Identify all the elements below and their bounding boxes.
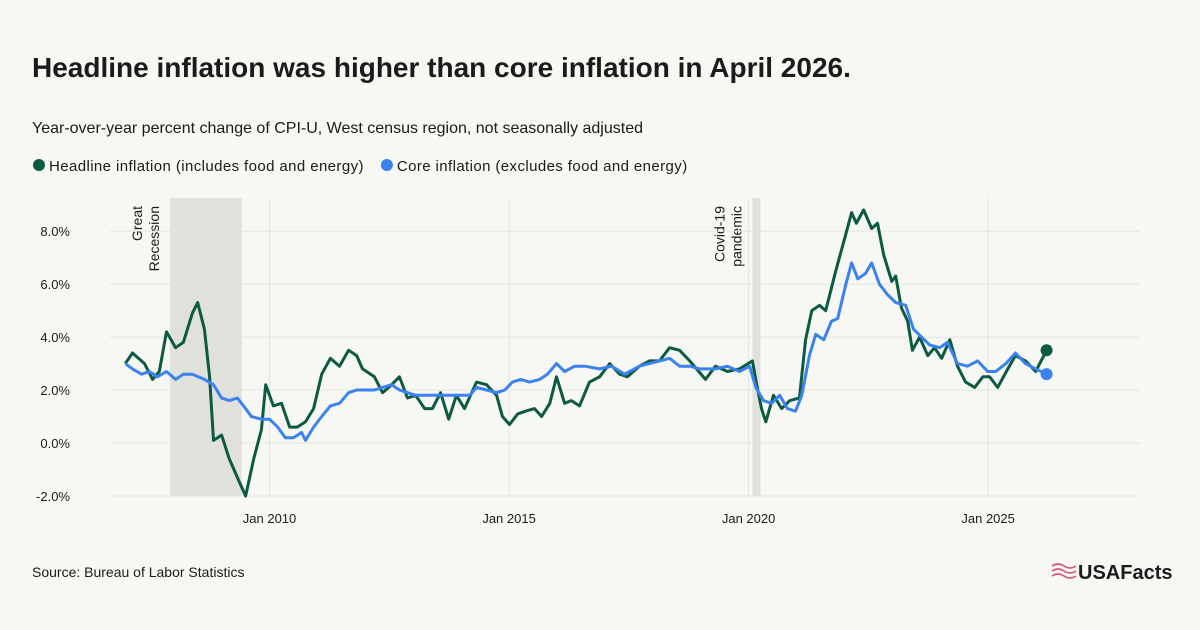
y-tick-label: 6.0% — [40, 277, 70, 292]
chart-subtitle: Year-over-year percent change of CPI-U, … — [32, 120, 643, 137]
series-line — [124, 261, 1048, 442]
shaded-period — [752, 198, 761, 496]
period-label: pandemic — [728, 206, 744, 267]
y-tick-label: 4.0% — [40, 330, 70, 345]
period-label: Covid-19 — [711, 206, 727, 262]
period-label: Great — [129, 206, 145, 241]
legend-label: Headline inflation (includes food and en… — [49, 158, 364, 175]
y-tick-label: 2.0% — [40, 383, 70, 398]
x-tick-label: Jan 2010 — [243, 511, 297, 526]
x-tick-label: Jan 2015 — [482, 511, 536, 526]
logo-flag — [1051, 563, 1077, 579]
legend-swatch — [380, 159, 393, 171]
y-tick-label: 8.0% — [40, 224, 70, 239]
period-label: Recession — [146, 206, 162, 271]
y-tick-label: 0.0% — [40, 436, 70, 451]
legend-swatch — [33, 159, 45, 171]
end-point — [1040, 368, 1053, 381]
brand: USAFacts — [1078, 562, 1172, 584]
legend-label: Core inflation (excludes food and energy… — [397, 158, 688, 175]
y-tick-label: -2.0% — [36, 489, 70, 504]
end-point — [1040, 344, 1053, 357]
x-tick-label: Jan 2025 — [961, 511, 1015, 526]
chart-title: Headline inflation was higher than core … — [32, 52, 851, 83]
x-tick-label: Jan 2020 — [722, 511, 776, 526]
source: Source: Bureau of Labor Statistics — [32, 564, 244, 580]
series-line — [124, 208, 1048, 498]
